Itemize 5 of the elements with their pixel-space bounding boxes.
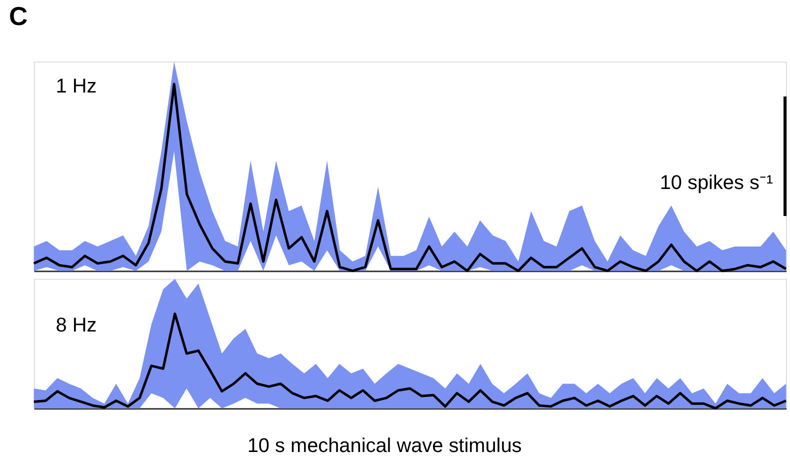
text: 10 s mechanical wave stimulus (247, 435, 522, 458)
annotation: 10 spikes s⁻¹ (660, 172, 774, 194)
annotation: 1 Hz (56, 76, 97, 98)
text: C (8, 2, 28, 31)
annotation: 8 Hz (56, 314, 97, 337)
